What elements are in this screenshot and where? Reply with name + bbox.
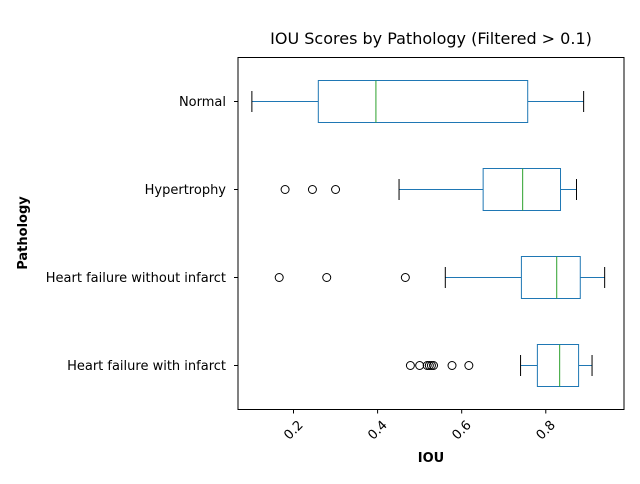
x-axis: 0.2 0.4 0.6 0.8: [281, 409, 559, 443]
box-group: [274, 256, 606, 299]
outlier-point: [274, 273, 284, 282]
outlier-point: [400, 273, 410, 282]
y-tick-label: Normal: [179, 95, 226, 110]
x-tick-label: 0.2: [281, 418, 306, 443]
x-tick-label: 0.6: [450, 418, 475, 443]
outlier-point: [415, 361, 425, 370]
x-axis-label: IOU: [418, 451, 444, 466]
outlier-point: [405, 361, 415, 370]
x-tick-label: 0.8: [534, 418, 559, 443]
box-iqr: [536, 344, 580, 387]
y-tick-label: Hypertrophy: [145, 183, 227, 198]
box-group: [405, 344, 593, 387]
outlier-point: [464, 361, 474, 370]
outlier-point: [422, 361, 432, 370]
outlier-point: [447, 361, 457, 370]
outlier-point: [280, 185, 290, 194]
chart-title: IOU Scores by Pathology (Filtered > 0.1): [270, 29, 592, 48]
box-iqr: [317, 80, 529, 123]
outlier-point: [426, 361, 436, 370]
outlier-point: [307, 185, 317, 194]
box-iqr: [482, 168, 562, 211]
box-group: [280, 168, 577, 211]
box-group: [251, 80, 585, 123]
plot-area: [237, 57, 625, 410]
x-tick-label: 0.4: [365, 418, 390, 443]
y-tick-label: Heart failure with infarct: [67, 359, 226, 374]
y-axis: Heart failure with infarct Heart failure …: [46, 95, 238, 374]
outlier-point: [429, 361, 439, 370]
box-iqr: [520, 256, 581, 299]
y-axis-label: Pathology: [16, 196, 31, 270]
outlier-point: [331, 185, 341, 194]
outlier-point: [322, 273, 332, 282]
boxes-layer: [251, 80, 606, 387]
y-tick-label: Heart failure without infarct: [46, 271, 226, 286]
outlier-point: [424, 361, 434, 370]
